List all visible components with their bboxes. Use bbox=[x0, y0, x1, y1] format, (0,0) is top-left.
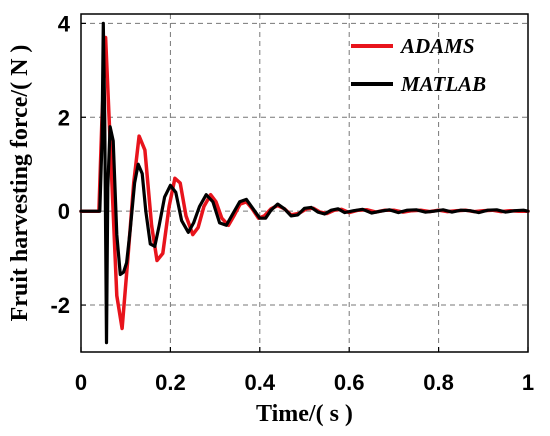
y-tick-label: 0 bbox=[58, 199, 70, 224]
series-line-matlab bbox=[79, 21, 530, 345]
y-tick-label: -2 bbox=[50, 293, 70, 318]
legend-label-adams: ADAMS bbox=[399, 34, 475, 58]
x-axis-title: Time/( s ) bbox=[256, 401, 353, 427]
tick-labels: 0 0.2 0.4 0.6 0.8 1 -2 0 2 4 bbox=[50, 11, 534, 395]
x-tick-label: 0.6 bbox=[334, 370, 365, 395]
series-layer bbox=[79, 21, 530, 345]
plot-frame bbox=[80, 13, 529, 353]
y-tick-label: 4 bbox=[58, 11, 71, 36]
legend: ADAMS MATLAB bbox=[351, 34, 486, 96]
x-tick-label: 0 bbox=[75, 370, 87, 395]
legend-label-matlab: MATLAB bbox=[400, 72, 486, 96]
x-tick-label: 0.2 bbox=[155, 370, 186, 395]
y-tick-label: 2 bbox=[58, 105, 70, 130]
x-tick-label: 0.4 bbox=[245, 370, 276, 395]
x-tick-label: 1 bbox=[522, 370, 534, 395]
y-axis-title: Fruit harvesting force/( N ) bbox=[7, 45, 33, 322]
x-tick-label: 0.8 bbox=[423, 370, 454, 395]
